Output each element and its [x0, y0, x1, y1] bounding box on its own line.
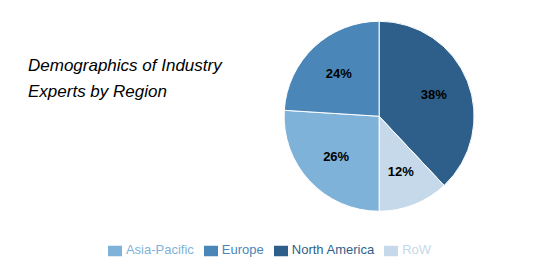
svg-text:12%: 12%	[388, 164, 414, 179]
html-text:Europe: Europe	[221, 242, 264, 258]
svg-text:24%: 24%	[326, 66, 352, 81]
svg-text:26%: 26%	[323, 149, 349, 164]
html-text:RoW: RoW	[402, 242, 431, 258]
html-text:Asia-Pacific: Asia-Pacific	[125, 242, 194, 258]
html-text:Demographics of Industry Exper: Demographics of Industry Experts by Regi…	[28, 56, 222, 101]
svg-text:38%: 38%	[421, 87, 447, 102]
html-text:North America: North America	[291, 242, 375, 258]
